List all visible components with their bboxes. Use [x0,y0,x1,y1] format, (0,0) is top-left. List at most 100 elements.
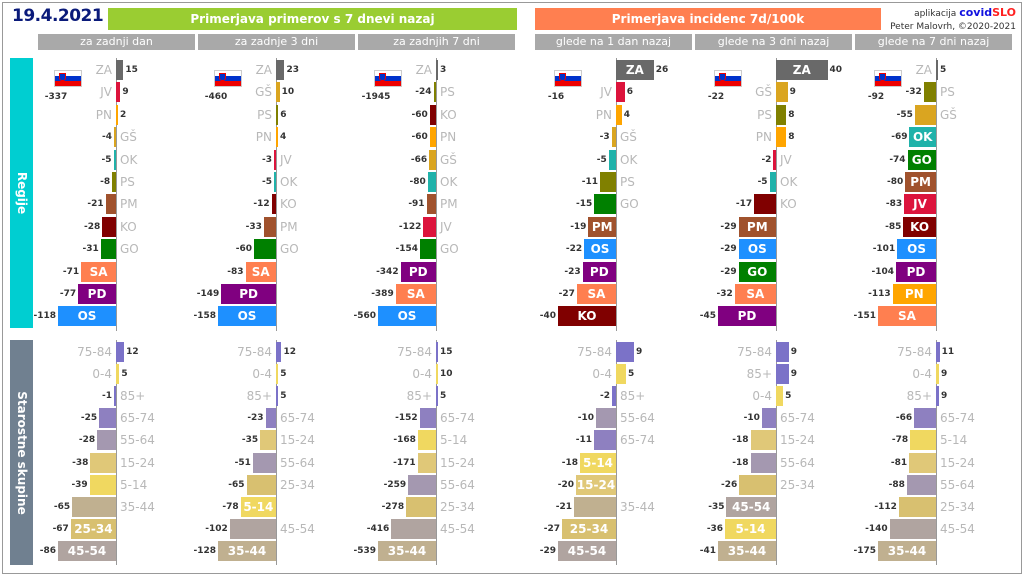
column-header: za zadnje 3 dni [198,34,355,50]
bar-value: -149 [196,289,220,299]
bar-value: 12 [283,347,296,357]
age-bar [436,386,438,407]
bar-value: -118 [33,311,56,322]
region-bar [276,127,278,148]
age-bar [616,364,626,385]
bar-label: 35-44 [620,499,655,514]
column-header: za zadnji dan [38,34,195,50]
bar-value: -60 [411,109,428,120]
slovenia-flag-icon [374,70,402,87]
bar-label: GŠ [120,130,137,145]
bar-value: -39 [71,479,88,490]
bar-label: PM [280,219,298,234]
bar-label: 65-74 [780,411,815,426]
region-bar: OS [218,306,276,327]
bar-value: 8 [788,132,795,143]
region-bar: OS [584,239,616,260]
slovenia-flag-icon [54,70,82,87]
bar-value: -55 [896,109,913,120]
bar-value: 15 [125,65,138,75]
total-value: -92 [867,92,885,102]
region-bar [429,127,436,148]
bar-label: 5-14 [440,433,468,448]
age-bar [776,386,784,407]
bar-label: 45-54 [940,521,975,536]
bar-value: 5 [121,369,128,380]
bar-label: GŠ [940,107,957,122]
bar-label: 25-34 [280,477,315,492]
age-axis [276,340,277,565]
bar-label: 55-64 [120,433,155,448]
bar-value: -18 [732,435,749,446]
age-bar [229,518,276,539]
bar-value: -60 [235,244,252,255]
bar-label: 75-84 [577,345,612,359]
age-bar [910,430,936,451]
region-bar [116,104,118,125]
bar-label: 5-14 [940,433,968,448]
region-bar: GO [738,261,776,282]
age-axis [616,340,617,565]
region-bar: OS [378,306,436,327]
bar-value: -10 [743,413,760,424]
bar-value: -101 [872,244,896,255]
bar-label: 85+ [746,367,772,382]
bar-label: OK [120,152,138,167]
bar-value: 2 [120,109,127,120]
region-bar: PM [738,216,776,237]
age-bar [436,342,438,362]
bar-label: KO [780,197,797,212]
bar-label: 0-4 [412,367,432,382]
bar-label: ZA [415,63,432,77]
region-bar: SA [245,261,276,282]
bar-value: 9 [122,87,129,98]
bar-value: -38 [72,457,89,468]
age-bar [776,342,789,362]
bar-value: -41 [699,545,716,556]
age-bar: 45-54 [558,540,616,561]
region-bar [116,60,124,80]
region-bar: OS [897,239,936,260]
age-bar: 45-54 [726,496,776,517]
bar-value: -60 [411,132,428,143]
bar-value: -20 [557,479,574,490]
region-bar [276,104,279,125]
bar-value: -29 [720,221,737,232]
bar-value: -416 [366,523,390,534]
bar-value: -18 [561,457,578,468]
age-bar [936,386,939,407]
region-bar [923,82,936,103]
bar-value: -35 [241,435,259,446]
age-bar [594,430,616,451]
bar-label: PS [757,107,772,122]
bar-value: -27 [543,523,560,534]
bar-value: -278 [381,501,405,512]
bar-value: -2 [761,154,772,165]
bar-value: -5 [757,177,768,187]
header-cases: Primerjava primerov s 7 dnevi nazaj [108,8,517,30]
age-bar [97,430,116,451]
region-bar [776,82,788,103]
age-bar [417,430,436,451]
region-bar [423,216,436,237]
bar-value: -15 [575,199,593,210]
age-bar [72,496,116,517]
region-bar: PD [718,306,776,327]
region-bar: SA [576,284,616,304]
bar-value: -51 [234,457,251,468]
region-bar [616,82,625,103]
age-bar [616,342,634,362]
region-bar: PM [588,216,616,237]
age-bar [260,430,276,451]
region-bar [754,194,776,215]
bar-label: OK [440,175,458,189]
bar-label: PM [440,197,458,212]
region-bar: PD [78,284,116,304]
bar-label: ZA [915,63,932,77]
bar-value: -23 [247,413,264,424]
bar-value: -5 [101,154,112,165]
age-bar: 35-44 [718,540,776,561]
region-bar [100,239,116,260]
age-bar [408,474,436,495]
age-bar [761,408,776,429]
